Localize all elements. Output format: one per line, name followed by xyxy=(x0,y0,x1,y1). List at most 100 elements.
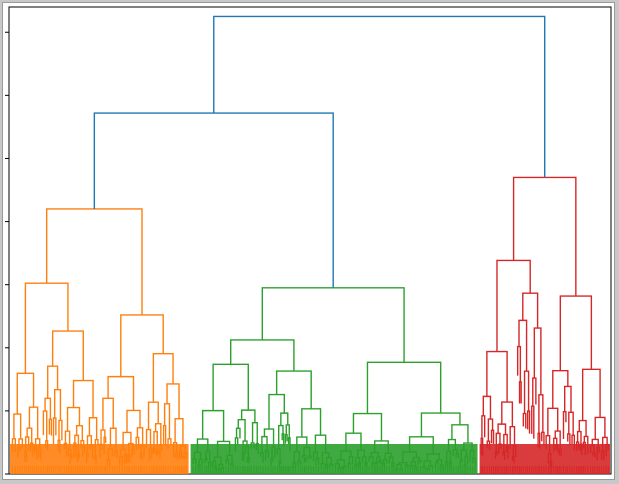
dendrogram-link xyxy=(321,452,330,464)
dendrogram-link xyxy=(74,434,80,454)
dendrogram-link xyxy=(284,434,288,444)
dendrogram-link xyxy=(471,457,476,466)
dendrogram-link xyxy=(296,436,308,452)
dendrogram-link xyxy=(136,427,144,446)
dendrogram-link xyxy=(80,439,85,449)
dendrogram-link xyxy=(511,455,515,464)
top-link-1 xyxy=(93,112,334,288)
dendrogram-link xyxy=(501,401,514,427)
dendrogram-link xyxy=(76,452,80,463)
dendrogram-link xyxy=(47,365,59,399)
top-link-2 xyxy=(213,15,546,178)
dendrogram-link xyxy=(48,418,53,436)
dendrogram-link xyxy=(275,370,312,409)
dendrogram-link xyxy=(16,372,35,415)
dendrogram-link xyxy=(594,416,606,440)
dendrogram-link xyxy=(451,424,469,444)
dendrogram-link xyxy=(230,463,234,467)
dendrogram-link xyxy=(547,407,559,436)
top-links xyxy=(93,15,546,288)
dendrogram-link xyxy=(174,418,184,446)
dendrogram-link xyxy=(244,445,250,458)
dendrogram-link xyxy=(268,393,286,430)
dendrogram-link xyxy=(422,466,426,470)
dendrogram-link xyxy=(303,457,307,463)
dendrogram-link xyxy=(600,450,605,461)
dendrogram-link xyxy=(562,411,567,439)
dendrogram-link xyxy=(34,445,38,460)
dendrogram-link xyxy=(100,429,106,445)
dendrogram-link xyxy=(17,446,21,458)
dendrogram-link xyxy=(131,448,135,458)
dendrogram-link xyxy=(44,397,52,420)
dendrogram-link xyxy=(463,463,467,467)
dendrogram-link xyxy=(225,458,230,466)
dendrogram-link xyxy=(553,437,558,453)
dendrogram-chart xyxy=(5,6,612,475)
dendrogram-link xyxy=(498,443,502,455)
dendrogram-link xyxy=(516,345,522,382)
dendrogram-link xyxy=(518,381,522,404)
dendrogram-link xyxy=(555,444,559,453)
dendrogram-link xyxy=(559,295,593,371)
dendrogram-link xyxy=(352,412,383,441)
dendrogram-link xyxy=(24,282,69,374)
dendrogram-link xyxy=(82,445,86,457)
dendrogram-link xyxy=(292,461,297,468)
cluster-root-link xyxy=(45,208,143,315)
dendrogram-link xyxy=(538,394,544,434)
dendrogram-link xyxy=(522,412,527,429)
dendrogram-link xyxy=(42,410,48,441)
dendrogram-link xyxy=(154,423,162,445)
dendrogram-link xyxy=(251,421,258,444)
dendrogram-link xyxy=(371,462,375,468)
cluster-1 xyxy=(10,208,189,474)
dendrogram-link xyxy=(448,461,452,467)
dendrogram-link xyxy=(537,432,541,449)
dendrogram-link xyxy=(162,424,167,446)
dendrogram-link xyxy=(192,458,197,465)
dendrogram-link xyxy=(356,449,365,458)
cluster-2 xyxy=(190,287,478,474)
dendrogram-link xyxy=(523,370,530,414)
plot-area-border xyxy=(8,6,612,475)
dendrogram-link xyxy=(549,460,553,468)
dendrogram-link xyxy=(24,450,28,463)
dendrogram-link xyxy=(445,450,452,463)
dendrogram-link xyxy=(399,468,404,472)
dendrogram-link xyxy=(412,456,421,462)
dendrogram-link xyxy=(107,375,135,411)
dendrogram-link xyxy=(531,405,535,439)
dendrogram-link xyxy=(526,410,531,434)
dendrogram-link xyxy=(75,424,84,441)
dendrogram-link xyxy=(122,431,132,450)
dendrogram-link xyxy=(26,427,33,444)
dendrogram-link xyxy=(172,441,178,458)
dendrogram-link xyxy=(57,439,61,454)
dendrogram-link xyxy=(426,453,440,461)
dendrogram-link xyxy=(404,464,409,469)
dendrogram-link xyxy=(52,417,57,445)
dendrogram-link xyxy=(235,427,241,439)
dendrogram-link xyxy=(73,442,77,458)
dendrogram-link xyxy=(436,459,443,465)
dendrogram-link xyxy=(567,433,571,446)
dendrogram-link xyxy=(287,437,291,452)
dendrogram-link xyxy=(163,403,171,439)
dendrogram-link xyxy=(605,443,609,457)
dendrogram-link xyxy=(37,447,42,460)
dendrogram-link xyxy=(99,443,103,459)
dendrogram-link xyxy=(502,451,506,461)
cluster-root-link xyxy=(512,176,577,297)
dendrogram-link xyxy=(237,419,246,442)
dendrogram-link xyxy=(447,438,457,452)
dendrogram-link xyxy=(408,436,434,454)
dendrogram-links xyxy=(10,15,610,474)
leaf-band xyxy=(190,444,478,474)
dendrogram-link xyxy=(106,458,111,467)
dendrogram-link xyxy=(201,409,225,442)
dendrogram-link xyxy=(167,438,172,450)
dendrogram-link xyxy=(152,352,174,403)
figure-frame xyxy=(2,2,615,480)
dendrogram-link xyxy=(434,461,439,468)
